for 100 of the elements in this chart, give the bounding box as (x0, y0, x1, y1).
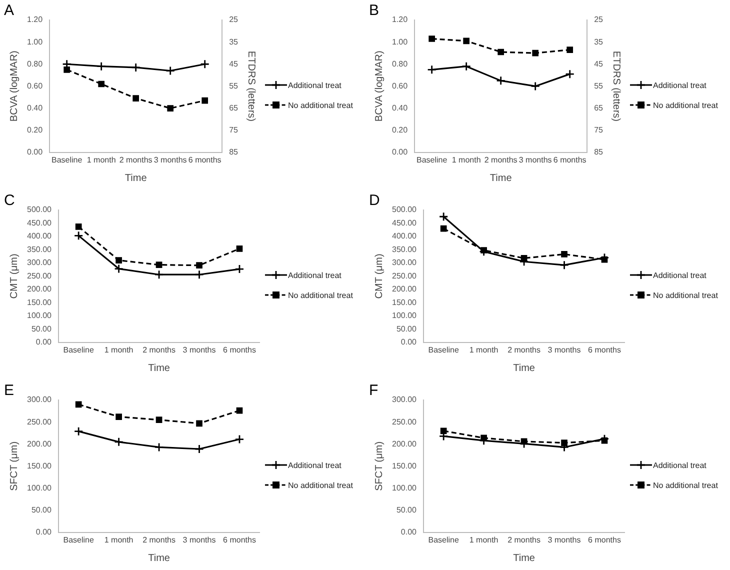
x-tick-label: 3 months (182, 345, 216, 354)
y-tick-label: 250.00 (27, 417, 52, 426)
y2-tick-label: 65 (594, 103, 604, 112)
x-axis-title: Time (490, 172, 512, 184)
y2-tick-label: 25 (594, 15, 604, 24)
legend-label: No additional treat (288, 480, 353, 490)
legend-label: No additional treat (653, 290, 718, 300)
y2-tick-label: 75 (229, 126, 239, 135)
x-tick-label: 1 month (469, 535, 498, 544)
y-tick-label: 0.00 (400, 338, 418, 347)
y2-tick-label: 85 (594, 148, 604, 157)
y-tick-label: 500.00 (27, 205, 52, 214)
legend-label: Additional treat (288, 80, 342, 90)
legend-label: Additional treat (288, 270, 342, 280)
y2-tick-label: 65 (229, 103, 239, 112)
y-tick-label: 0.40 (26, 103, 44, 112)
y-tick-label: 350.00 (392, 244, 418, 254)
x-axis-title: Time (513, 362, 536, 374)
x-axis-title: Time (513, 552, 536, 564)
y-tick-label: 0.60 (26, 81, 44, 90)
y-tick-label: 200.00 (392, 284, 418, 294)
y-tick-label: 1.20 (392, 15, 408, 24)
y-tick-label: 0.20 (392, 126, 408, 135)
y-axis-title: SFCT (μm) (374, 441, 385, 491)
y-tick-label: 1.00 (26, 37, 44, 46)
x-tick-label: 6 months (223, 535, 256, 544)
x-tick-label: 3 months (518, 155, 552, 164)
y-tick-label: 450.00 (392, 218, 418, 228)
y-axis-title: BCVA (logMAR) (8, 50, 20, 122)
y2-tick-label: 75 (594, 126, 604, 135)
y-tick-label: 300.00 (392, 258, 418, 268)
y2-tick-label: 85 (229, 148, 239, 157)
x-tick-label: 6 months (588, 345, 621, 354)
y-tick-label: 0.00 (36, 338, 52, 347)
legend-label: Additional treat (653, 460, 706, 470)
y-tick-label: 250.00 (392, 271, 418, 280)
y-tick-label: 100.00 (392, 483, 418, 492)
x-tick-label: 1 month (469, 345, 498, 354)
y-tick-label: 50.00 (31, 506, 52, 515)
y-tick-label: 300.00 (27, 395, 52, 404)
x-tick-label: Baseline (428, 345, 460, 354)
x-tick-label: 6 months (188, 155, 222, 164)
x-tick-label: 3 months (548, 345, 581, 354)
x-tick-label: 6 months (223, 345, 256, 354)
x-tick-label: 2 months (119, 155, 152, 164)
y-tick-label: 200.00 (27, 284, 52, 294)
x-tick-label: 1 month (104, 535, 134, 544)
y2-tick-label: 35 (594, 37, 604, 46)
y2-axis-title: ETDRS (letters) (610, 50, 622, 122)
x-tick-label: 3 months (548, 535, 581, 544)
y-tick-label: 0.80 (392, 59, 408, 68)
y-tick-label: 1.00 (392, 37, 408, 46)
y-axis-title: BCVA (logMAR) (374, 50, 385, 122)
y-tick-label: 100.00 (27, 483, 52, 492)
legend-label: No additional treat (288, 100, 353, 110)
y-tick-label: 50.00 (396, 506, 418, 515)
y-tick-label: 100.00 (27, 311, 52, 320)
x-tick-label: Baseline (63, 535, 94, 544)
x-axis-title: Time (148, 362, 170, 374)
y2-tick-label: 55 (229, 81, 239, 90)
y2-tick-label: 35 (229, 37, 239, 46)
legend-label: Additional treat (653, 80, 706, 90)
y2-tick-label: 25 (229, 15, 239, 24)
x-tick-label: 2 months (142, 535, 176, 544)
y-tick-label: 0.00 (392, 148, 408, 157)
y-axis-title: CMT (μm) (8, 254, 20, 299)
y-tick-label: 250.00 (392, 417, 418, 426)
legend-label: No additional treat (288, 290, 353, 300)
y-tick-label: 250.00 (27, 271, 52, 280)
y2-tick-label: 55 (594, 81, 604, 90)
legend-label: Additional treat (653, 270, 706, 280)
y-tick-label: 0.60 (392, 81, 408, 90)
legend-label: No additional treat (653, 480, 718, 490)
y-tick-label: 400.00 (392, 232, 418, 241)
x-axis-title: Time (124, 172, 148, 184)
y-tick-label: 500.00 (392, 205, 418, 214)
chart-title: D (369, 192, 380, 210)
y-tick-label: 150.00 (392, 461, 418, 470)
y-tick-label: 150.00 (27, 298, 52, 307)
x-tick-label: 2 months (508, 535, 540, 544)
y-axis-title: SFCT (μm) (8, 441, 20, 491)
x-tick-label: 3 months (182, 535, 216, 544)
x-axis-title: Time (148, 552, 170, 564)
x-tick-label: 1 month (452, 155, 481, 164)
y-tick-label: 50.00 (396, 324, 418, 334)
chart-title: C (4, 192, 15, 210)
y-tick-label: 300.00 (27, 258, 52, 268)
x-tick-label: 6 months (588, 535, 621, 544)
y-tick-label: 0.00 (36, 528, 52, 537)
y-tick-label: 0.00 (26, 148, 44, 157)
chart-title: E (4, 382, 14, 400)
legend-label: Additional treat (288, 460, 342, 470)
y-tick-label: 150.00 (27, 461, 52, 470)
y-tick-label: 300.00 (392, 395, 418, 404)
y-tick-label: 50.00 (31, 324, 52, 334)
y-tick-label: 0.40 (392, 103, 408, 112)
x-tick-label: 6 months (553, 155, 586, 164)
y2-tick-label: 45 (594, 59, 604, 68)
y2-tick-label: 45 (229, 59, 239, 68)
y-tick-label: 0.20 (26, 126, 44, 135)
